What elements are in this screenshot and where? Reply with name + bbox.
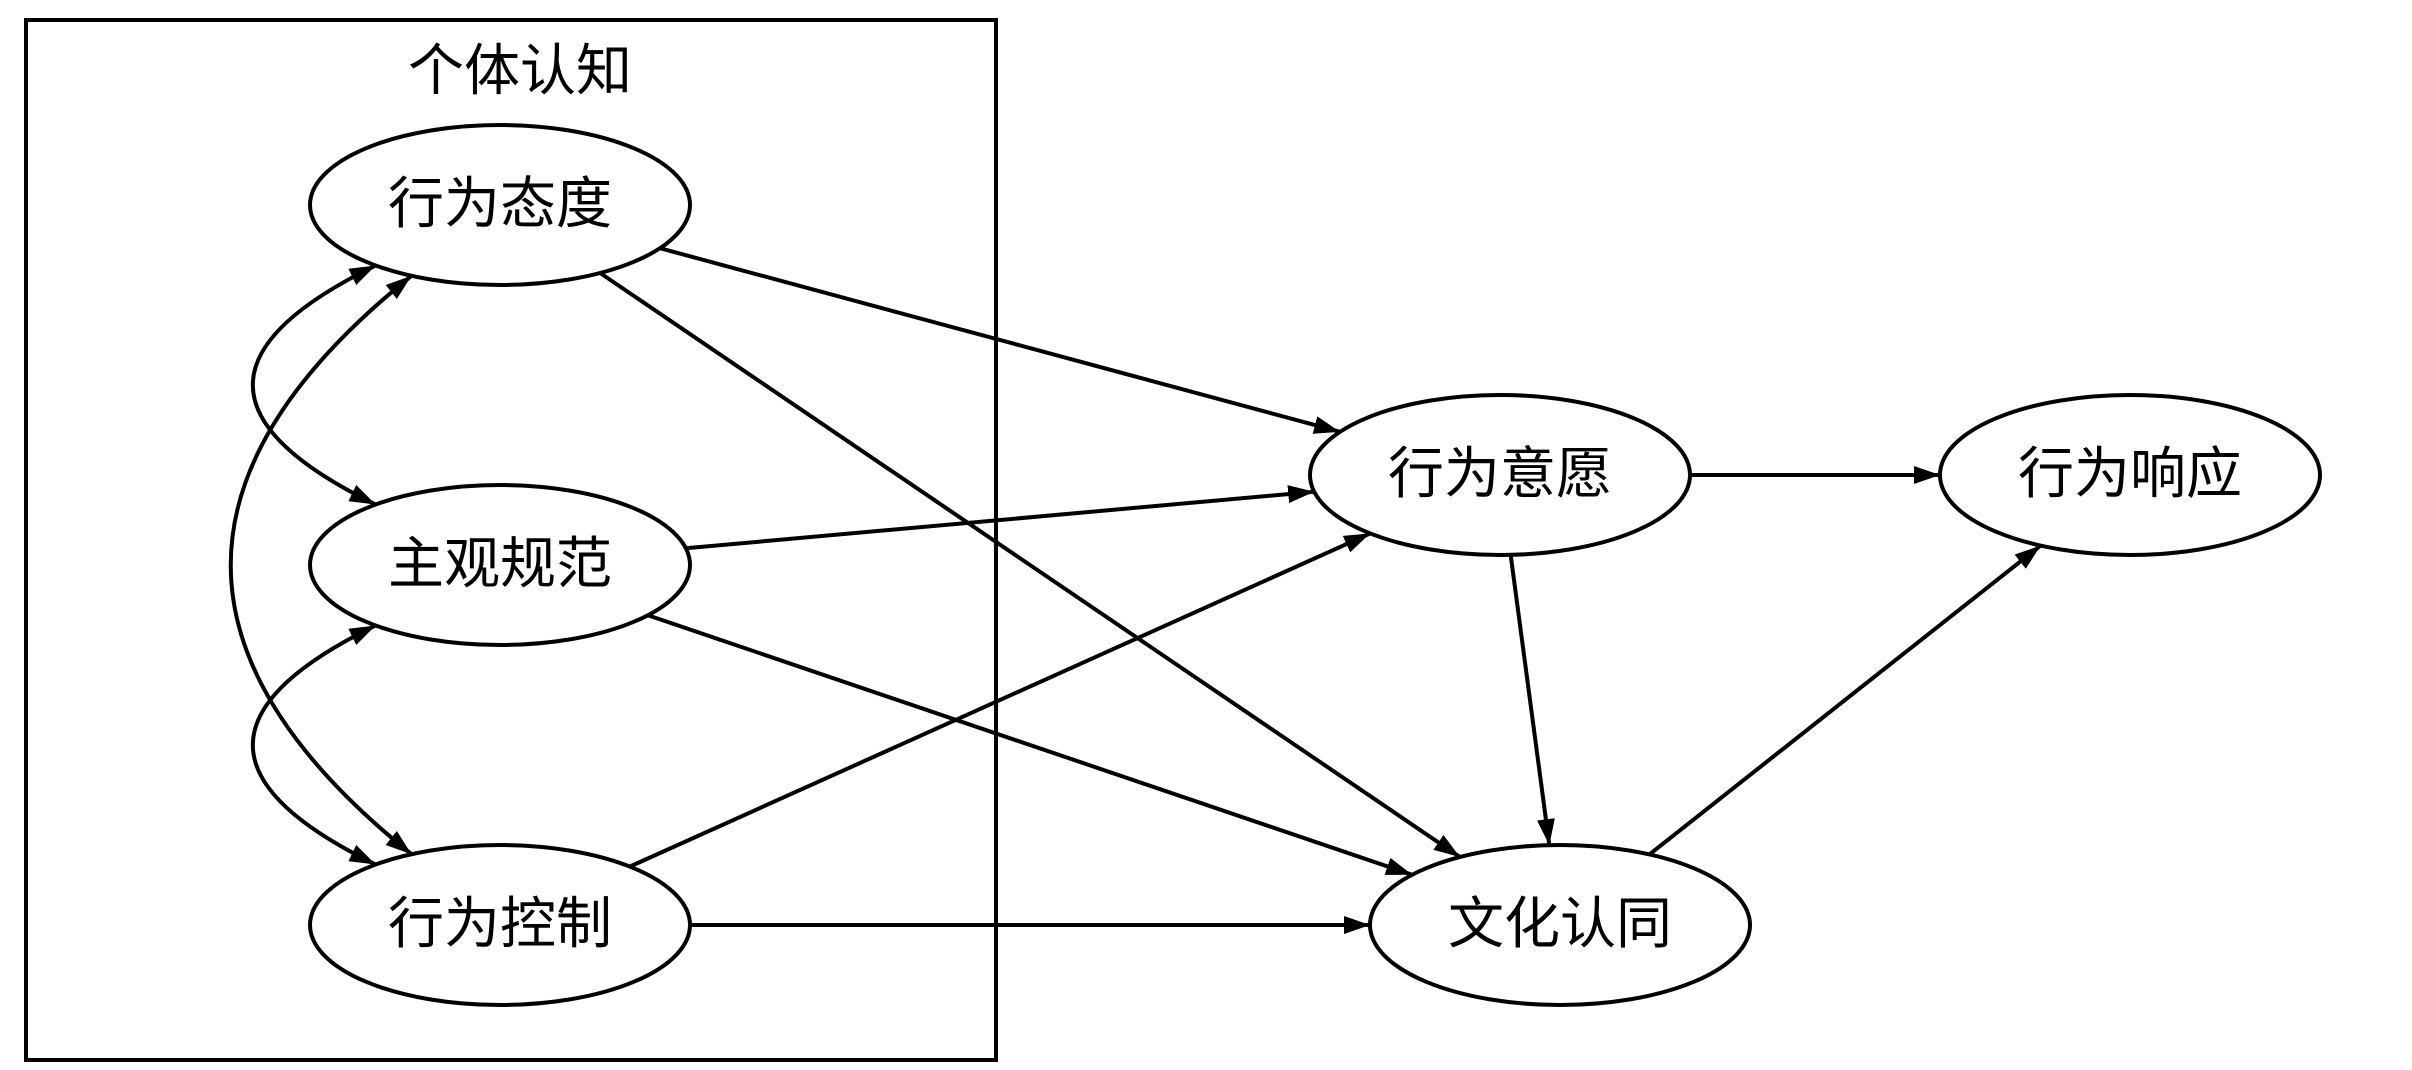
bidir-norm-control	[253, 625, 376, 864]
edge-attitude-to-intention	[660, 248, 1340, 432]
edge-control-to-intention	[630, 533, 1370, 866]
edge-identity-to-response	[1649, 546, 2040, 855]
node-response-label: 行为响应	[2018, 444, 2242, 506]
node-intention-label: 行为意愿	[1388, 444, 1612, 506]
bidir-attitude-norm	[253, 265, 376, 504]
individual-cognition-group-label: 个体认知	[408, 41, 632, 103]
node-identity-label: 文化认同	[1448, 894, 1672, 956]
node-response: 行为响应	[1940, 395, 2320, 555]
edge-attitude-to-identity	[600, 273, 1460, 857]
edge-intention-to-identity	[1511, 555, 1550, 845]
edge-norm-to-intention	[686, 492, 1314, 549]
structural-model-diagram: 个体认知 行为态度主观规范行为控制 行为意愿文化认同 行为响应	[0, 0, 2412, 1070]
node-norm-label: 主观规范	[388, 534, 612, 596]
node-control-label: 行为控制	[388, 894, 612, 956]
node-identity: 文化认同	[1370, 845, 1750, 1005]
node-control: 行为控制	[310, 845, 690, 1005]
node-attitude: 行为态度	[310, 125, 690, 285]
node-attitude-label: 行为态度	[388, 174, 612, 236]
node-intention: 行为意愿	[1310, 395, 1690, 555]
node-norm: 主观规范	[310, 485, 690, 645]
